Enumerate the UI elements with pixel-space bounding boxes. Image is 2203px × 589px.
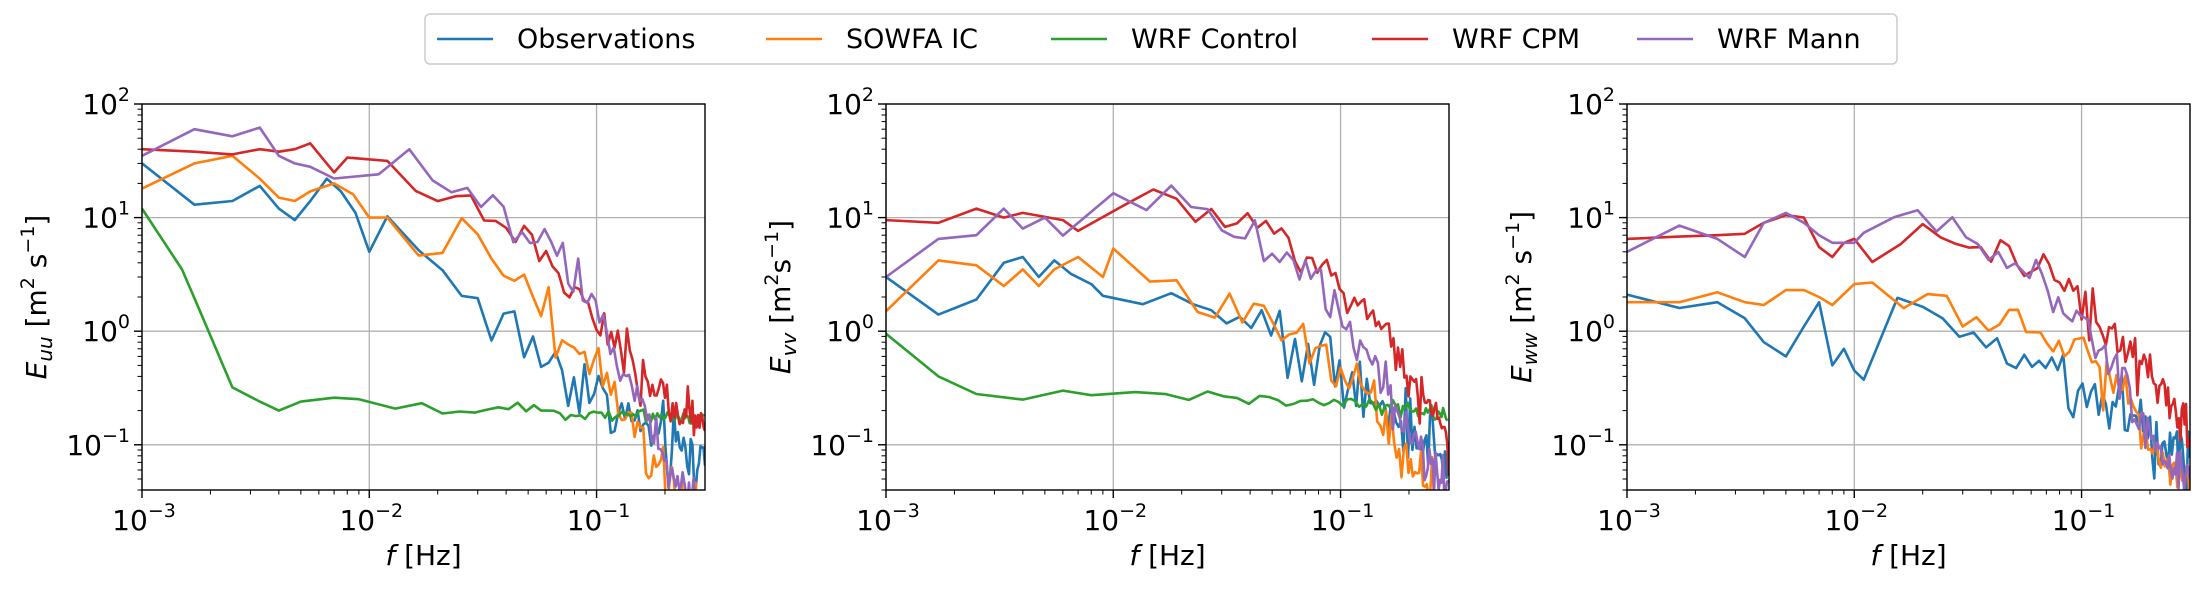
series-lines [1627, 208, 2190, 490]
legend-label: Observations [517, 24, 695, 55]
x-tick-label: 10−3 [112, 500, 176, 537]
x-tick-label: 10−2 [1824, 500, 1888, 537]
series-line [886, 188, 1449, 477]
y-tick-label: 101 [82, 198, 130, 235]
series-line [886, 247, 1439, 490]
series-line [886, 332, 1449, 422]
y-tick-label: 100 [826, 311, 874, 348]
series-lines [142, 126, 705, 490]
panel-3: 10−3 10−2 10−1 10−1 100 101 102 f [Hz] Eww [m2 s… [1502, 84, 2191, 572]
x-axis-label: f [Hz] [1870, 539, 1946, 572]
legend-label: SOWFA IC [846, 24, 978, 55]
x-tick-label: 10−2 [339, 500, 403, 537]
legend-entry: WRF Control [1051, 24, 1298, 55]
y-tick-label: 102 [1567, 84, 1615, 121]
series-line [1627, 213, 2190, 449]
y-tick-label: 100 [1567, 311, 1615, 348]
legend-label: WRF CPM [1452, 24, 1580, 55]
series-line [142, 154, 698, 490]
legend-entry: SOWFA IC [766, 24, 978, 55]
x-tick-label: 10−3 [1597, 500, 1661, 537]
y-tick-label: 100 [82, 311, 130, 348]
panel-1: 10−3 10−2 10−1 10−1 100 101 102 f [Hz] Euu [m2 s… [17, 84, 706, 572]
series-line [1627, 208, 2190, 490]
minor-ticks [137, 108, 666, 495]
series-line [142, 162, 705, 490]
series-line [142, 126, 704, 490]
y-tick-label: 10−1 [66, 425, 130, 462]
legend-label: WRF Control [1131, 24, 1298, 55]
series-line [886, 184, 1449, 490]
x-axis-label: f [Hz] [1129, 539, 1205, 572]
x-tick-label: 10−3 [856, 500, 920, 537]
gridlines [885, 103, 1449, 490]
y-tick-label: 101 [1567, 198, 1615, 235]
y-tick-label: 10−1 [810, 425, 874, 462]
legend-entry: Observations [437, 24, 695, 55]
y-tick-label: 101 [826, 198, 874, 235]
axes-frame [1626, 103, 2191, 491]
y-axis-label: Euu [m2 s−1] [17, 215, 57, 380]
panel-2: 10−3 10−2 10−1 10−1 100 101 102 f [Hz] Evv [m2s−… [761, 84, 1450, 572]
series-line [1627, 281, 2190, 490]
y-tick-label: 102 [82, 84, 130, 121]
legend: Observations SOWFA IC WRF Control WRF CPM WR… [424, 13, 1898, 65]
series-line [142, 207, 705, 425]
series-lines [886, 184, 1449, 490]
y-axis-label: Eww [m2 s−1] [1502, 211, 1542, 383]
x-tick-label: 10−2 [1083, 500, 1147, 537]
series-line [142, 142, 705, 437]
gridlines [141, 103, 705, 490]
gridlines [1626, 103, 2190, 490]
legend-entry: WRF Mann [1637, 24, 1861, 55]
minor-ticks [881, 108, 1410, 495]
x-tick-label: 10−1 [2052, 500, 2116, 537]
axes-frame [885, 103, 1450, 491]
legend-label: WRF Mann [1717, 24, 1861, 55]
panels: 10−3 10−2 10−1 10−1 100 101 102 f [Hz] Euu [m2 s… [17, 84, 2191, 572]
y-axis-label: Evv [m2s−1] [761, 220, 801, 374]
x-axis-label: f [Hz] [385, 539, 461, 572]
legend-entry: WRF CPM [1372, 24, 1580, 55]
x-tick-label: 10−1 [1311, 500, 1375, 537]
y-tick-label: 10−1 [1551, 425, 1615, 462]
series-line [1627, 293, 2190, 490]
minor-ticks [1622, 108, 2151, 495]
legend-frame [424, 13, 1898, 65]
y-tick-label: 102 [826, 84, 874, 121]
axes-frame [141, 103, 706, 491]
x-tick-label: 10−1 [567, 500, 631, 537]
